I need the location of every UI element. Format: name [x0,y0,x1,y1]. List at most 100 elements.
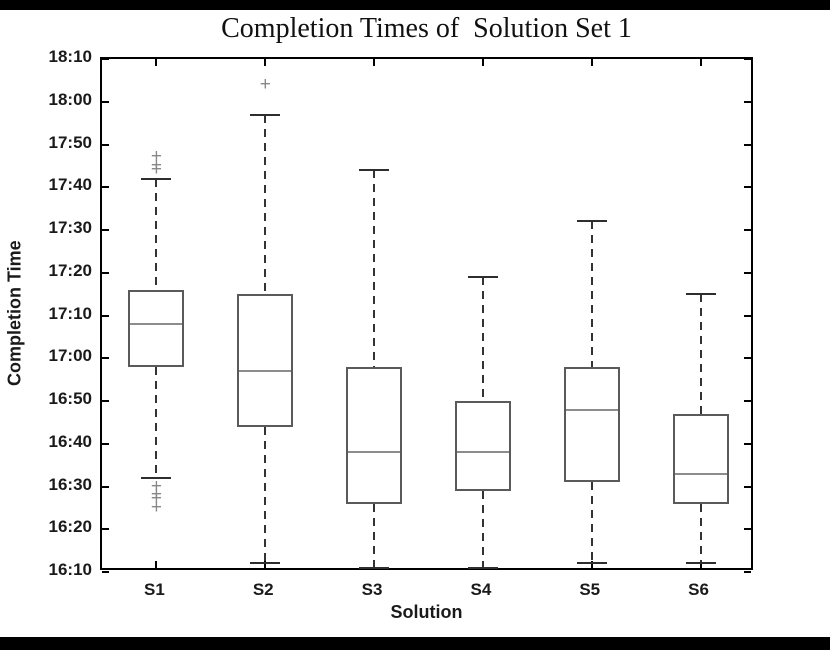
y-tick-left [102,400,109,402]
x-tick-bottom [699,561,702,568]
x-tick-top [155,59,158,66]
outlier-marker-s1: + [150,488,162,510]
box-s3 [346,366,403,504]
y-tick-label: 17:00 [48,346,92,366]
whisker-cap-lower-s3 [359,566,390,569]
y-tick-right [744,314,751,317]
x-tick-label-s3: S3 [361,580,383,599]
whisker-upper-s3 [373,170,376,367]
outlier-marker-s2: + [259,73,271,95]
whisker-lower-s4 [481,490,484,568]
x-tick-top [699,59,702,66]
outlier-marker-s1: + [150,475,162,497]
whisker-upper-s1 [155,178,158,290]
x-tick-bottom [264,561,267,568]
y-tick-left [102,571,109,573]
median-s1 [130,323,183,326]
median-s6 [674,472,727,475]
whisker-cap-upper-s3 [359,169,390,172]
y-tick-label: 16:20 [48,517,92,537]
y-tick-right [744,271,751,274]
y-tick-label: 18:00 [48,89,92,109]
box-s5 [563,366,620,483]
whisker-lower-s6 [699,503,702,564]
whisker-cap-lower-s1 [141,476,172,479]
whisker-lower-s1 [155,366,158,478]
whisker-cap-lower-s2 [250,562,281,565]
median-s2 [239,370,292,373]
whisker-cap-lower-s5 [576,562,607,565]
x-tick-bottom [590,561,593,568]
y-tick-right [744,100,751,103]
y-tick-left [102,229,109,231]
x-tick-label-s4: S4 [470,580,492,599]
box-s6 [672,413,729,504]
x-tick-label-s6: S6 [688,580,709,599]
x-tick-label-s2: S2 [252,580,274,599]
y-tick-left [102,357,109,360]
x-axis-label: Solution [390,602,463,622]
x-tick-top [590,59,593,66]
x-tick-top [264,59,267,66]
whisker-lower-s5 [590,482,593,564]
y-tick-right [744,400,751,402]
whisker-cap-lower-s4 [467,566,498,569]
whisker-upper-s2 [264,114,267,295]
whisker-cap-upper-s2 [250,113,281,116]
y-tick-label: 16:40 [48,431,92,451]
y-tick-right [744,571,751,573]
y-tick-left [102,143,109,146]
chart-title: Completion Times of Solution Set 1 [221,13,632,44]
x-tick-top [481,59,484,66]
median-s4 [456,451,509,454]
x-tick-label-s5: S5 [579,580,601,599]
y-tick-left [102,442,109,445]
x-tick-top [373,59,376,66]
y-tick-right [744,485,751,488]
whisker-cap-upper-s1 [141,177,172,180]
whisker-cap-lower-s6 [685,562,716,565]
y-tick-label: 18:10 [48,47,92,66]
y-tick-left [102,58,109,60]
y-tick-right [744,442,751,445]
whisker-upper-s4 [481,277,484,401]
y-tick-right [744,528,751,531]
y-tick-label: 17:30 [48,218,92,237]
outlier-marker-s1: + [150,146,162,168]
median-s5 [565,408,618,411]
y-tick-left [102,186,109,189]
y-tick-label: 17:20 [48,260,92,280]
y-tick-left [102,271,109,274]
whisker-cap-upper-s5 [576,220,607,223]
box-s1 [128,289,185,367]
y-tick-left [102,485,109,488]
whisker-lower-s2 [264,426,267,564]
outlier-marker-s1: + [150,496,162,518]
y-tick-label: 17:10 [48,303,92,323]
outlier-marker-s1: + [150,159,162,181]
y-tick-label: 16:30 [48,474,92,494]
y-tick-label: 17:40 [48,175,92,195]
letterbox-bar-bottom [0,637,830,650]
y-tick-right [744,58,751,60]
median-s3 [348,451,401,454]
plot-area: + + + + + + + + [100,57,753,573]
letterbox-bar-top [0,0,830,10]
y-tick-left [102,314,109,317]
whisker-upper-s6 [699,294,702,414]
x-tick-bottom [155,561,158,568]
box-s2 [237,294,294,427]
whisker-cap-upper-s4 [467,276,498,279]
outlier-marker-s1: + [150,154,162,176]
whisker-upper-s5 [590,221,593,367]
y-axis-label: Completion Time [4,240,25,387]
box-s4 [454,401,511,491]
whisker-cap-upper-s6 [685,293,716,296]
y-tick-right [744,186,751,189]
outlier-marker-s1: + [150,484,162,506]
y-tick-label: 16:50 [48,389,92,408]
y-tick-label: 16:10 [48,560,92,579]
x-tick-label-s1: S1 [144,580,165,599]
y-tick-left [102,528,109,531]
y-tick-right [744,143,751,146]
